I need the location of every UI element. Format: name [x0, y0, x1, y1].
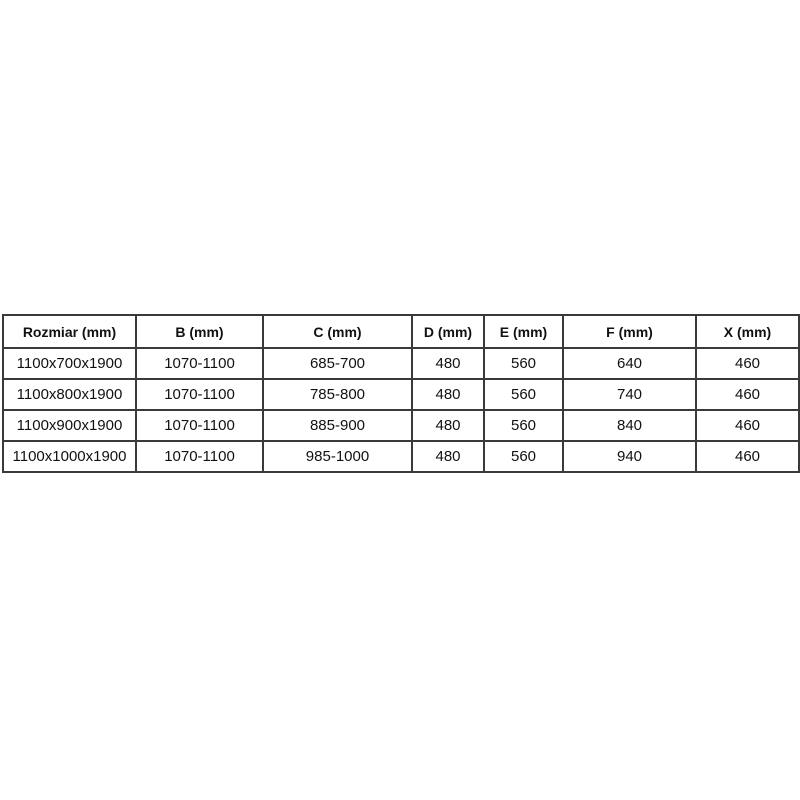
cell-c: 985-1000	[262, 440, 413, 473]
header-cell-d: D (mm)	[411, 314, 485, 349]
cell-rozmiar: 1100x1000x1900	[2, 440, 137, 473]
cell-rozmiar: 1100x900x1900	[2, 409, 137, 442]
cell-f: 940	[562, 440, 697, 473]
cell-b: 1070-1100	[135, 440, 264, 473]
cell-x: 460	[695, 347, 800, 380]
cell-e: 560	[483, 440, 564, 473]
cell-x: 460	[695, 378, 800, 411]
table-row: 1100x900x1900 1070-1100 885-900 480 560 …	[2, 409, 800, 442]
cell-e: 560	[483, 378, 564, 411]
table-row: 1100x700x1900 1070-1100 685-700 480 560 …	[2, 347, 800, 380]
cell-b: 1070-1100	[135, 378, 264, 411]
cell-d: 480	[411, 409, 485, 442]
header-cell-x: X (mm)	[695, 314, 800, 349]
cell-c: 885-900	[262, 409, 413, 442]
header-cell-f: F (mm)	[562, 314, 697, 349]
cell-c: 785-800	[262, 378, 413, 411]
table-row: 1100x800x1900 1070-1100 785-800 480 560 …	[2, 378, 800, 411]
header-cell-b: B (mm)	[135, 314, 264, 349]
header-cell-c: C (mm)	[262, 314, 413, 349]
cell-d: 480	[411, 378, 485, 411]
cell-f: 640	[562, 347, 697, 380]
cell-b: 1070-1100	[135, 409, 264, 442]
dimensions-spec-table: Rozmiar (mm) B (mm) C (mm) D (mm) E (mm)…	[2, 314, 800, 473]
header-cell-e: E (mm)	[483, 314, 564, 349]
cell-b: 1070-1100	[135, 347, 264, 380]
cell-c: 685-700	[262, 347, 413, 380]
cell-d: 480	[411, 440, 485, 473]
table-row: 1100x1000x1900 1070-1100 985-1000 480 56…	[2, 440, 800, 473]
cell-e: 560	[483, 409, 564, 442]
cell-d: 480	[411, 347, 485, 380]
cell-x: 460	[695, 440, 800, 473]
cell-rozmiar: 1100x700x1900	[2, 347, 137, 380]
cell-rozmiar: 1100x800x1900	[2, 378, 137, 411]
cell-x: 460	[695, 409, 800, 442]
cell-e: 560	[483, 347, 564, 380]
cell-f: 740	[562, 378, 697, 411]
header-row: Rozmiar (mm) B (mm) C (mm) D (mm) E (mm)…	[2, 314, 800, 349]
cell-f: 840	[562, 409, 697, 442]
header-cell-rozmiar: Rozmiar (mm)	[2, 314, 137, 349]
